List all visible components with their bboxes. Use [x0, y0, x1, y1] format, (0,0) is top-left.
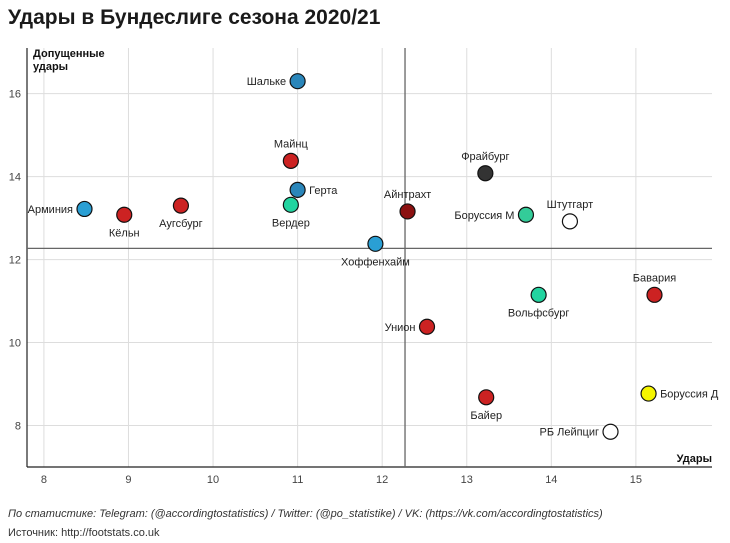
point-label: Унион	[385, 322, 416, 334]
point-label: Фрайбург	[461, 151, 509, 163]
point-label: Штутгарт	[547, 199, 594, 211]
x-tick-label: 9	[125, 474, 131, 486]
data-point	[418, 318, 436, 335]
point-label: Хоффенхайм	[341, 256, 410, 268]
footer-source: Источник: http://footstats.co.uk	[8, 527, 160, 539]
point-label: Шальке	[247, 76, 286, 88]
x-tick-label: 12	[376, 474, 388, 486]
grid	[27, 48, 712, 467]
point-label: Айнтрахт	[384, 189, 431, 201]
chart-title: Удары в Бундеслиге сезона 2020/21	[8, 6, 381, 29]
data-point	[602, 423, 619, 440]
point-label: Боруссия М	[454, 210, 514, 222]
data-point	[561, 213, 579, 230]
y-tick-label: 16	[9, 89, 21, 101]
point-label: Кёльн	[109, 227, 140, 239]
data-point	[282, 152, 299, 169]
point-label: Боруссия Д	[660, 389, 719, 401]
y-tick-label: 14	[9, 172, 21, 184]
x-tick-label: 13	[461, 474, 473, 486]
y-tick-label: 12	[9, 255, 21, 267]
data-point	[530, 286, 547, 303]
point-label: Герта	[309, 185, 338, 197]
point-label: РБ Лейпциг	[540, 427, 600, 439]
y-axis-label: Допущенные удары	[33, 48, 105, 73]
point-label: Вольфсбург	[508, 307, 569, 319]
x-tick-label: 8	[41, 474, 47, 486]
data-point	[282, 196, 299, 213]
scatter-plot: 8 9 10 11 12 13 14 15 8 10 12 14 16 Допущенные удары Уд…	[9, 48, 719, 486]
y-tick-label: 8	[15, 421, 21, 433]
data-point	[116, 206, 133, 223]
x-tick-label: 10	[207, 474, 219, 486]
data-point	[646, 286, 663, 303]
data-point	[399, 203, 416, 220]
data-point	[477, 165, 494, 182]
data-points	[76, 73, 663, 440]
point-label: Аугсбург	[159, 218, 203, 230]
point-label: Байер	[470, 410, 502, 422]
data-point	[367, 235, 384, 252]
x-tick-label: 14	[545, 474, 557, 486]
x-tick-label: 15	[630, 474, 642, 486]
point-labels: Шальке Майнц Фрайбург Герта Вердер Арминия Кёл…	[28, 76, 719, 439]
point-label: Бавария	[633, 272, 676, 284]
data-point	[289, 181, 306, 198]
data-point	[172, 197, 190, 214]
data-point	[478, 389, 495, 406]
y-tick-label: 10	[9, 338, 21, 350]
data-point	[76, 200, 93, 218]
axes: 8 9 10 11 12 13 14 15 8 10 12 14 16 Допущенные удары Уд…	[9, 48, 712, 486]
data-point	[517, 206, 535, 223]
x-axis-label: Удары	[677, 453, 712, 465]
data-point	[289, 73, 306, 90]
point-label: Арминия	[28, 204, 73, 216]
x-tick-label: 11	[292, 474, 303, 486]
point-label: Майнц	[274, 138, 309, 150]
data-point	[640, 385, 657, 402]
point-label: Вердер	[272, 217, 310, 229]
footer-credits: По статистике: Telegram: (@accordingtost…	[8, 508, 603, 520]
